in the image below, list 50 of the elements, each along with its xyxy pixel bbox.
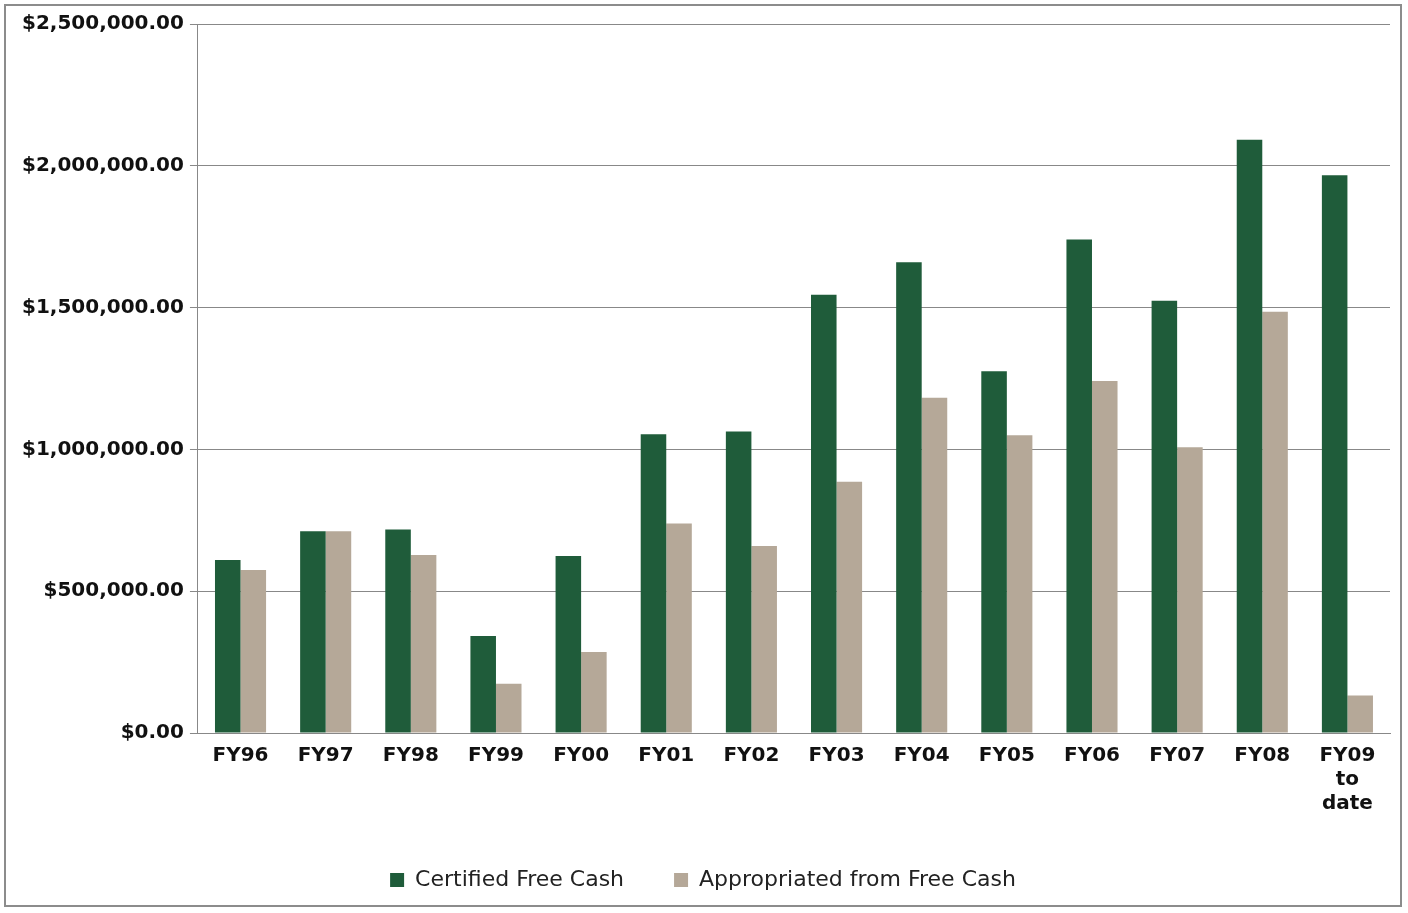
x-tick-label: FY08: [1234, 742, 1291, 767]
bar: [1262, 311, 1288, 733]
x-tick-label: FY01: [638, 742, 695, 767]
bar: [981, 371, 1007, 733]
bar: [896, 262, 922, 733]
bar: [1151, 300, 1178, 733]
bar: [640, 434, 667, 733]
bar: [325, 531, 352, 733]
x-tick-label: FY99: [467, 742, 524, 767]
bar: [725, 431, 752, 733]
bar: [555, 556, 582, 733]
x-tick-label: FY06: [1064, 742, 1120, 767]
legend-label: Appropriated from Free Cash: [699, 865, 1016, 891]
x-tick-label: FY96: [212, 742, 269, 767]
x-tick-label: FY00: [553, 742, 610, 767]
x-tick-label: FY07: [1149, 742, 1206, 767]
bar: [836, 481, 863, 733]
x-tick-label: FY09 to date: [1319, 742, 1376, 815]
x-tick-label: FY02: [723, 742, 780, 767]
x-tick-label: FY97: [297, 742, 354, 767]
x-tick-label: FY04: [893, 742, 950, 767]
bar: [385, 529, 411, 733]
y-tick-label: $1,500,000.00: [22, 293, 184, 318]
y-tick-label: $1,000,000.00: [22, 435, 184, 460]
bar: [1321, 175, 1348, 733]
bar: [300, 531, 326, 733]
bar: [410, 554, 437, 733]
x-tick-label: FY98: [382, 742, 439, 767]
bar: [751, 546, 777, 733]
x-tick-label: FY03: [808, 742, 865, 767]
y-tick-label: $0.00: [120, 719, 184, 744]
bar: [666, 523, 692, 733]
bar: [1236, 139, 1263, 733]
bar: [1006, 435, 1033, 733]
bar: [495, 683, 522, 733]
bar: [1347, 695, 1373, 733]
bar: [811, 294, 837, 733]
bar: [921, 397, 948, 733]
bar: [240, 569, 267, 733]
bar: [1066, 239, 1092, 733]
legend-label: Certified Free Cash: [415, 865, 625, 891]
bar: [581, 651, 607, 733]
x-tick-label: FY05: [978, 742, 1035, 767]
bar: [1091, 381, 1118, 733]
bar: [1177, 447, 1203, 733]
y-tick-label: $2,000,000.00: [22, 152, 184, 176]
bar: [214, 560, 241, 733]
bar: [470, 636, 496, 733]
y-tick-label: $500,000.00: [43, 577, 184, 602]
y-tick-label: $2,500,000.00: [22, 10, 184, 35]
